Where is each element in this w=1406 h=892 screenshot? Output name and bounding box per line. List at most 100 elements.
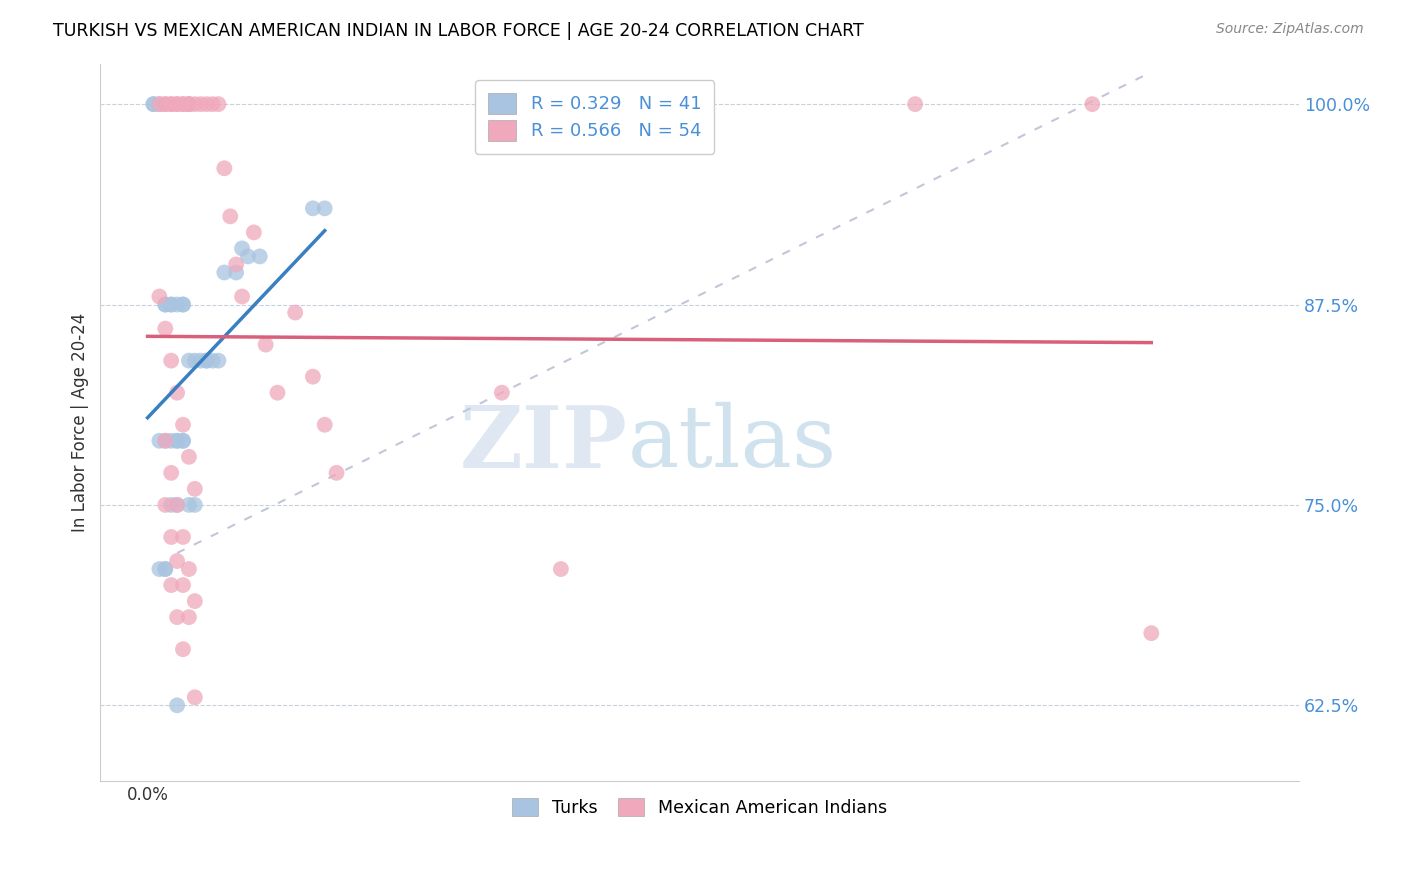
Point (214, 265, 236, 279)
Point (177, 450, 200, 464)
Y-axis label: In Labor Force | Age 20-24: In Labor Force | Age 20-24 (72, 313, 89, 532)
Point (166, 297, 188, 311)
Point (172, 297, 194, 311)
Point (325, 466, 347, 480)
Point (172, 642, 194, 657)
Point (148, 97, 170, 112)
Point (172, 97, 194, 112)
Point (225, 257, 247, 271)
Text: atlas: atlas (627, 402, 837, 485)
Point (142, 97, 165, 112)
Point (904, 97, 927, 112)
Point (166, 385, 188, 400)
Point (155, 297, 177, 311)
Point (155, 562, 177, 576)
Point (201, 97, 224, 112)
Point (177, 97, 200, 112)
Point (172, 578, 194, 592)
Point (155, 297, 177, 311)
Point (166, 434, 188, 448)
Point (177, 562, 200, 576)
Point (177, 353, 200, 368)
Point (550, 562, 572, 576)
Point (172, 297, 194, 311)
Point (148, 97, 170, 112)
Point (1140, 626, 1163, 640)
Point (195, 353, 218, 368)
Point (284, 305, 307, 319)
Point (1081, 97, 1104, 112)
Point (201, 353, 224, 368)
Point (184, 353, 207, 368)
Point (172, 97, 194, 112)
Point (172, 417, 194, 432)
Point (491, 385, 513, 400)
Point (190, 353, 212, 368)
Point (155, 97, 177, 112)
Point (184, 594, 207, 608)
Point (207, 97, 229, 112)
Point (231, 241, 253, 255)
Point (160, 530, 183, 544)
Text: ZIP: ZIP (460, 402, 627, 486)
Point (314, 202, 336, 216)
Point (155, 434, 177, 448)
Point (172, 434, 194, 448)
Point (190, 97, 212, 112)
Point (166, 554, 188, 568)
Point (254, 337, 277, 351)
Point (177, 97, 200, 112)
Point (155, 434, 177, 448)
Point (160, 97, 183, 112)
Point (190, 787, 212, 801)
Point (177, 498, 200, 512)
Point (155, 562, 177, 576)
Point (148, 289, 170, 303)
Point (177, 610, 200, 624)
Point (302, 202, 325, 216)
Point (225, 265, 247, 279)
Point (160, 297, 183, 311)
Point (142, 97, 165, 112)
Point (184, 498, 207, 512)
Point (160, 466, 183, 480)
Point (155, 321, 177, 335)
Point (195, 353, 218, 368)
Point (166, 434, 188, 448)
Point (160, 498, 183, 512)
Text: Source: ZipAtlas.com: Source: ZipAtlas.com (1216, 22, 1364, 37)
Text: TURKISH VS MEXICAN AMERICAN INDIAN IN LABOR FORCE | AGE 20-24 CORRELATION CHART: TURKISH VS MEXICAN AMERICAN INDIAN IN LA… (53, 22, 865, 40)
Point (231, 289, 253, 303)
Point (160, 297, 183, 311)
Point (160, 97, 183, 112)
Point (219, 210, 242, 224)
Point (160, 434, 183, 448)
Point (243, 226, 266, 240)
Point (214, 161, 236, 176)
Point (166, 97, 188, 112)
Point (184, 690, 207, 705)
Point (184, 482, 207, 496)
Point (195, 97, 218, 112)
Point (236, 249, 259, 263)
Point (166, 97, 188, 112)
Point (166, 498, 188, 512)
Point (166, 698, 188, 713)
Point (155, 498, 177, 512)
Legend: Turks, Mexican American Indians: Turks, Mexican American Indians (503, 789, 896, 826)
Point (172, 434, 194, 448)
Point (148, 562, 170, 576)
Point (166, 610, 188, 624)
Point (172, 530, 194, 544)
Point (249, 249, 271, 263)
Point (302, 369, 325, 384)
Point (160, 353, 183, 368)
Point (314, 417, 336, 432)
Point (184, 97, 207, 112)
Point (177, 97, 200, 112)
Point (148, 434, 170, 448)
Point (166, 498, 188, 512)
Point (207, 353, 229, 368)
Point (266, 385, 288, 400)
Point (160, 578, 183, 592)
